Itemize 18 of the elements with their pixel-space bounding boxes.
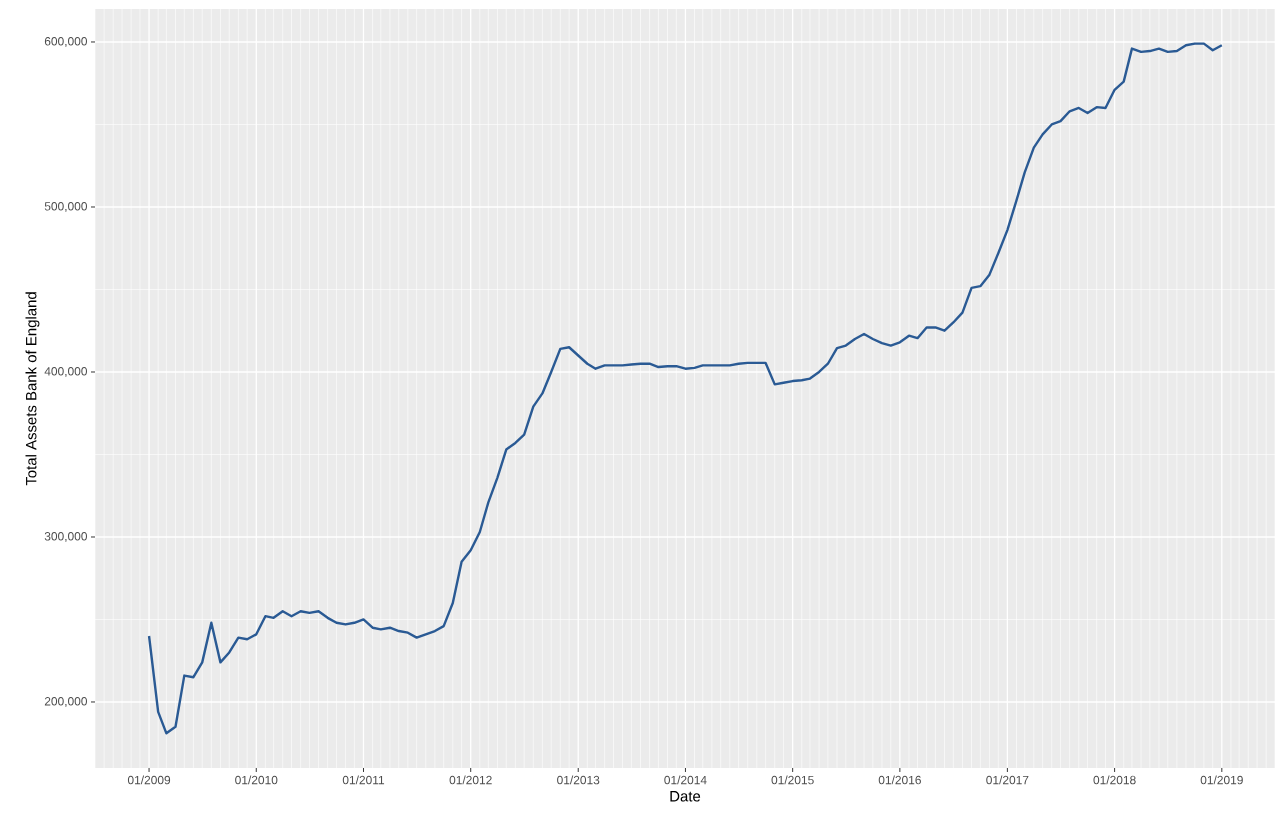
y-axis-title: Total Assets Bank of England: [25, 292, 40, 486]
x-tick-label: 01/2012: [449, 775, 492, 785]
x-tick-label: 01/2010: [235, 775, 278, 785]
y-tick-label: 600,000: [44, 37, 88, 47]
x-tick-label: 01/2016: [878, 775, 921, 785]
y-tick-label: 400,000: [44, 367, 88, 377]
x-tick-label: 01/2015: [771, 775, 814, 785]
y-tick-label: 200,000: [44, 697, 88, 707]
x-tick-label: 01/2019: [1200, 775, 1243, 785]
x-axis-title: Date: [670, 791, 701, 802]
x-tick-label: 01/2017: [986, 775, 1029, 785]
y-tick-label: 500,000: [44, 202, 88, 212]
y-tick-label: 300,000: [44, 532, 88, 542]
x-tick-label: 01/2009: [127, 775, 171, 785]
x-tick-label: 01/2014: [664, 775, 707, 785]
x-tick-label: 01/2018: [1093, 775, 1136, 785]
x-tick-label: 01/2013: [557, 775, 600, 785]
x-tick-label: 01/2011: [342, 775, 385, 785]
